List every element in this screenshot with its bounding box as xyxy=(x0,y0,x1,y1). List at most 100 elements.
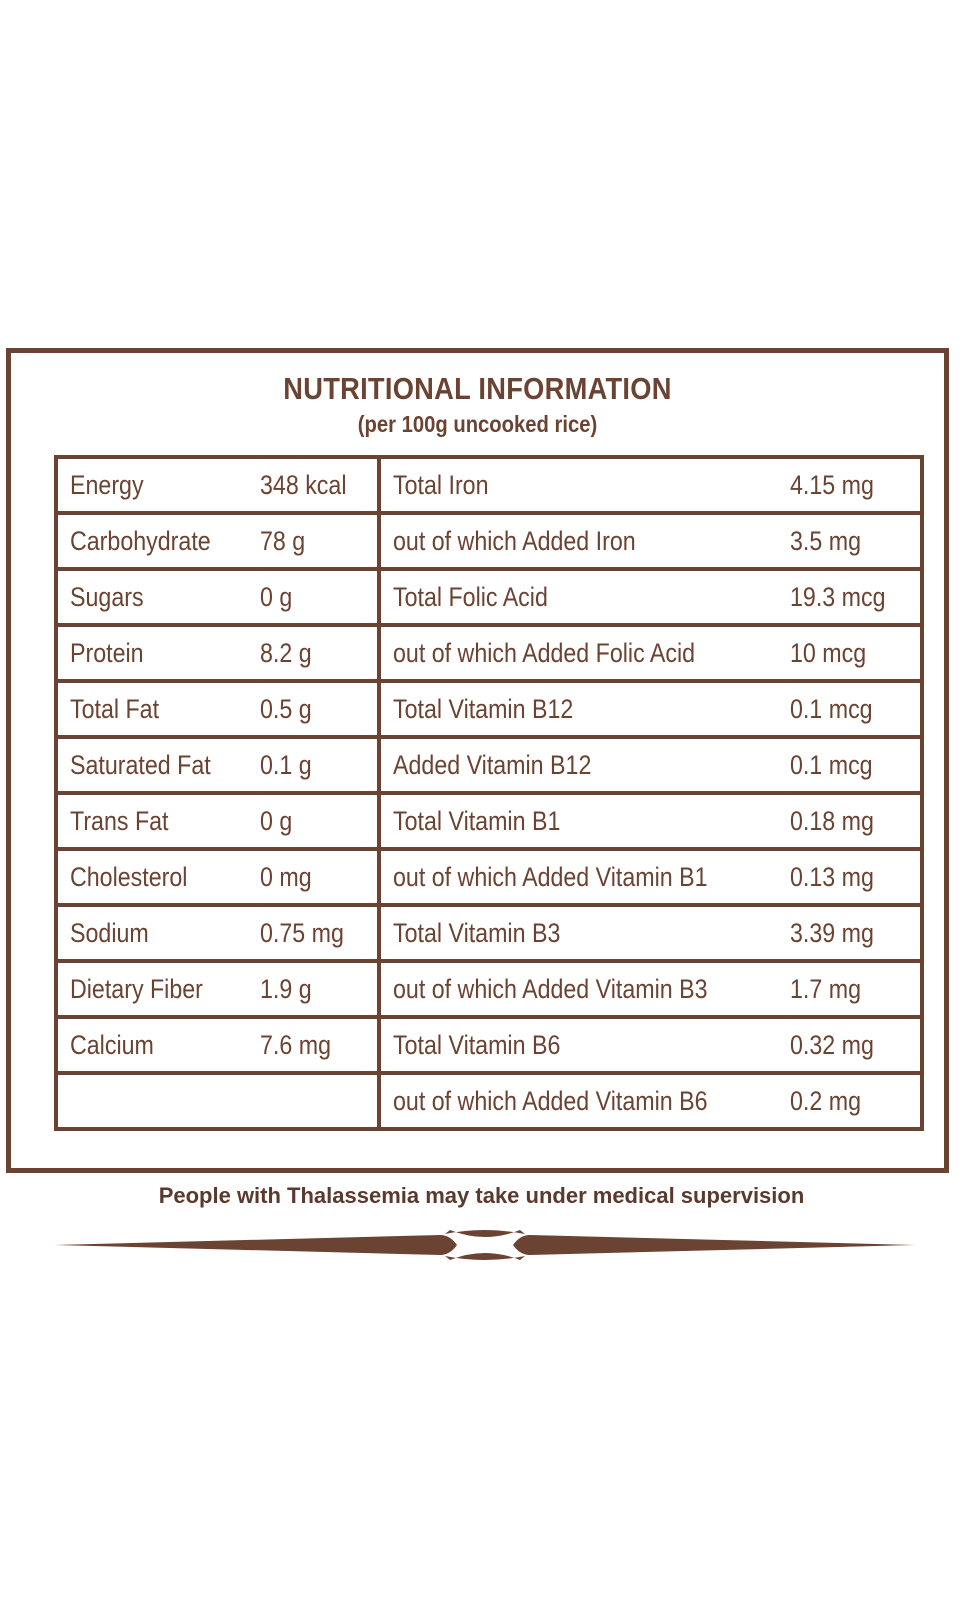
nutrient-name-cell: Total Fat xyxy=(56,681,260,739)
panel-subtitle: (per 100g uncooked rice) xyxy=(357,411,598,437)
nutrient-value: 0.13 mg xyxy=(790,861,874,892)
nutrient-value: 19.3 mcg xyxy=(790,581,886,612)
nutrient-value: 10 mcg xyxy=(790,637,867,668)
nutrient-name-cell: out of which Added Vitamin B1 xyxy=(379,849,790,907)
nutrient-name-cell: Sugars xyxy=(56,569,260,627)
nutrient-value-cell: 0.75 mg xyxy=(260,905,381,963)
nutrition-table: Energy 348 kcal Total Iron 4.15 mg Carbohydr… xyxy=(54,455,924,1131)
nutrient-name: Protein xyxy=(70,637,144,668)
nutrient-name: out of which Added Iron xyxy=(393,525,636,556)
nutrient-value: 1.9 g xyxy=(260,973,312,1004)
nutrient-name: Cholesterol xyxy=(70,861,188,892)
nutrient-name-cell: Total Vitamin B1 xyxy=(379,793,790,851)
nutrient-name-cell: out of which Added Iron xyxy=(379,513,790,571)
nutrient-value-cell: 3.39 mg xyxy=(790,905,922,963)
nutrient-name-cell: Calcium xyxy=(56,1017,260,1075)
nutrient-value: 3.5 mg xyxy=(790,525,861,556)
nutrient-name: Total Vitamin B3 xyxy=(393,917,561,948)
nutrient-name: Total Vitamin B6 xyxy=(393,1029,561,1060)
nutrient-value: 3.39 mg xyxy=(790,917,874,948)
nutrient-value-cell: 1.7 mg xyxy=(790,961,922,1019)
nutrition-panel: NUTRITIONAL INFORMATION (per 100g uncook… xyxy=(6,348,949,1173)
nutrient-value-cell: 0.1 mcg xyxy=(790,737,922,795)
nutrient-name: Saturated Fat xyxy=(70,749,211,780)
table-row: Protein 8.2 g out of which Added Folic Aci… xyxy=(56,625,922,683)
nutrient-value-cell: 0.32 mg xyxy=(790,1017,922,1075)
nutrient-name-cell: Total Folic Acid xyxy=(379,569,790,627)
nutrient-value-cell: 78 g xyxy=(260,513,381,571)
table-row: Energy 348 kcal Total Iron 4.15 mg xyxy=(56,457,922,515)
nutrient-name: Total Vitamin B1 xyxy=(393,805,561,836)
nutrient-name: Dietary Fiber xyxy=(70,973,203,1004)
nutrient-name: Carbohydrate xyxy=(70,525,211,556)
nutrient-value: 0 g xyxy=(260,805,293,836)
nutrient-value: 0.1 mcg xyxy=(790,749,873,780)
table-row: Carbohydrate 78 g out of which Added Iron 3… xyxy=(56,513,922,571)
table-row: Calcium 7.6 mg Total Vitamin B6 0.32 mg xyxy=(56,1017,922,1075)
nutrient-name-cell: Total Vitamin B6 xyxy=(379,1017,790,1075)
nutrient-name-cell: out of which Added Vitamin B3 xyxy=(379,961,790,1019)
nutrient-name-cell: Carbohydrate xyxy=(56,513,260,571)
nutrient-name-cell: out of which Added Folic Acid xyxy=(379,625,790,683)
nutrient-value-cell: 0.13 mg xyxy=(790,849,922,907)
nutrient-name: Total Folic Acid xyxy=(393,581,548,612)
table-row: Sugars 0 g Total Folic Acid 19.3 mcg xyxy=(56,569,922,627)
nutrient-name: out of which Added Vitamin B6 xyxy=(393,1085,708,1116)
nutrient-name-cell: Energy xyxy=(56,457,260,515)
nutrient-value: 4.15 mg xyxy=(790,469,874,500)
nutrient-name: out of which Added Vitamin B1 xyxy=(393,861,708,892)
nutrient-value-cell: 8.2 g xyxy=(260,625,381,683)
nutrient-value: 0 mg xyxy=(260,861,312,892)
divider-left-blade xyxy=(55,1235,457,1255)
nutrient-name-cell: Total Vitamin B12 xyxy=(379,681,790,739)
nutrient-name: Trans Fat xyxy=(70,805,169,836)
panel-title: NUTRITIONAL INFORMATION xyxy=(283,371,672,406)
nutrient-name-cell: Total Iron xyxy=(379,457,790,515)
nutrient-name-cell: Sodium xyxy=(56,905,260,963)
nutrient-value: 0.18 mg xyxy=(790,805,874,836)
divider-right-blade xyxy=(513,1235,915,1255)
nutrient-value: 8.2 g xyxy=(260,637,312,668)
nutrient-name-cell xyxy=(56,1073,260,1129)
nutrient-value-cell: 348 kcal xyxy=(260,457,381,515)
table-row: Total Fat 0.5 g Total Vitamin B12 0.1 mcg xyxy=(56,681,922,739)
nutrient-value-cell: 7.6 mg xyxy=(260,1017,381,1075)
nutrient-name-cell: Added Vitamin B12 xyxy=(379,737,790,795)
nutrient-value-cell: 1.9 g xyxy=(260,961,381,1019)
nutrient-value: 1.7 mg xyxy=(790,973,861,1004)
nutrient-name: Calcium xyxy=(70,1029,154,1060)
nutrient-name: out of which Added Vitamin B3 xyxy=(393,973,708,1004)
table-row: Dietary Fiber 1.9 g out of which Added Vit… xyxy=(56,961,922,1019)
nutrient-value: 0.1 mcg xyxy=(790,693,873,724)
nutrient-name: Total Vitamin B12 xyxy=(393,693,574,724)
nutrient-name: Sodium xyxy=(70,917,149,948)
nutrient-name-cell: Trans Fat xyxy=(56,793,260,851)
nutrient-name: out of which Added Folic Acid xyxy=(393,637,696,668)
nutrient-name-cell: Protein xyxy=(56,625,260,683)
nutrient-name-cell: out of which Added Vitamin B6 xyxy=(379,1073,790,1129)
nutrient-value: 0.1 g xyxy=(260,749,312,780)
nutrient-name-cell: Saturated Fat xyxy=(56,737,260,795)
nutrient-value-cell: 0.18 mg xyxy=(790,793,922,851)
nutrient-value: 0.32 mg xyxy=(790,1029,874,1060)
nutrient-name: Energy xyxy=(70,469,144,500)
ornamental-divider xyxy=(55,1230,915,1260)
table-row: Trans Fat 0 g Total Vitamin B1 0.18 mg xyxy=(56,793,922,851)
nutrient-name: Total Fat xyxy=(70,693,160,724)
nutrient-name-cell: Cholesterol xyxy=(56,849,260,907)
nutrient-value-cell: 0 g xyxy=(260,793,381,851)
divider-center-ornament xyxy=(445,1230,525,1260)
nutrient-name-cell: Dietary Fiber xyxy=(56,961,260,1019)
nutrient-value: 0.75 mg xyxy=(260,917,344,948)
nutrient-value: 0.5 g xyxy=(260,693,312,724)
nutrient-value-cell: 4.15 mg xyxy=(790,457,922,515)
thalassemia-warning: People with Thalassemia may take under m… xyxy=(158,1183,805,1208)
table-row: Saturated Fat 0.1 g Added Vitamin B12 0.1 m… xyxy=(56,737,922,795)
table-row: Sodium 0.75 mg Total Vitamin B3 3.39 mg xyxy=(56,905,922,963)
nutrient-name: Added Vitamin B12 xyxy=(393,749,592,780)
nutrient-value: 0.2 mg xyxy=(790,1085,861,1116)
nutrient-value-cell: 10 mcg xyxy=(790,625,922,683)
nutrient-value-cell: 0.1 mcg xyxy=(790,681,922,739)
nutrient-value-cell: 19.3 mcg xyxy=(790,569,922,627)
nutrient-name: Sugars xyxy=(70,581,144,612)
